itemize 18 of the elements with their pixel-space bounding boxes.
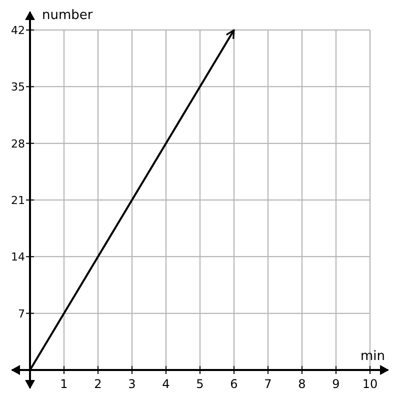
x-tick-label: 9 [332, 377, 340, 391]
x-axis-title: min [360, 349, 385, 364]
y-tick-label: 14 [11, 250, 25, 264]
x-tick-label: 4 [162, 377, 170, 391]
y-tick-label: 28 [11, 137, 25, 150]
y-tick-label: 7 [18, 307, 25, 320]
y-tick-label: 35 [11, 80, 25, 94]
x-tick-label: 3 [128, 377, 136, 391]
y-axis-title: number [42, 8, 94, 23]
y-tick-label: 42 [11, 24, 25, 37]
x-tick-label: 8 [298, 377, 306, 391]
x-tick-label: 7 [264, 377, 272, 391]
x-tick-label: 5 [196, 377, 204, 391]
x-tick-label: 2 [94, 377, 102, 391]
x-tick-label: 6 [230, 377, 238, 391]
y-tick-label: 21 [11, 194, 25, 207]
x-tick-label: 10 [362, 377, 378, 391]
x-tick-label: 1 [60, 377, 68, 391]
